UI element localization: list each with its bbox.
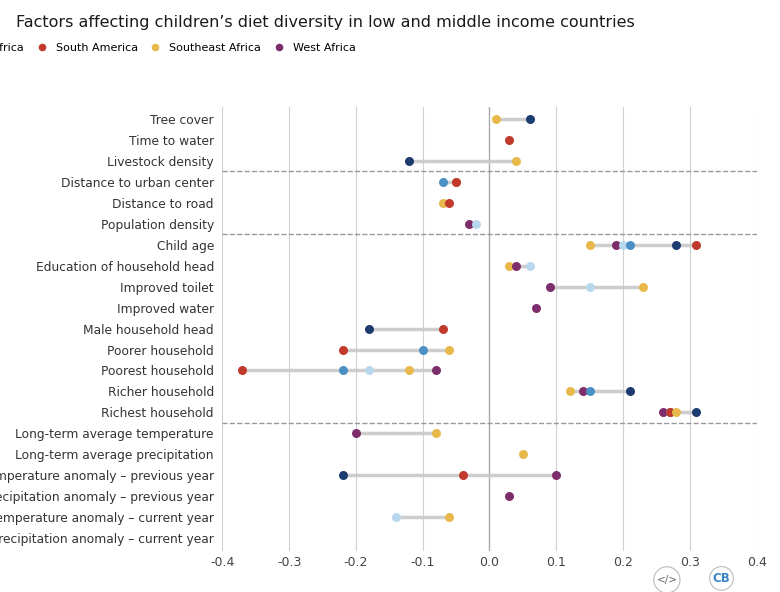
Point: [510, 156, 523, 166]
Point: [336, 345, 349, 354]
Point: [523, 114, 536, 124]
Point: [437, 177, 449, 186]
Point: [403, 156, 416, 166]
Point: [610, 240, 622, 249]
Point: [336, 366, 349, 375]
Point: [470, 219, 482, 229]
Point: [510, 261, 523, 271]
Point: [430, 429, 442, 438]
Point: [623, 240, 636, 249]
Point: [563, 387, 576, 396]
Point: [623, 387, 636, 396]
Point: [670, 240, 682, 249]
Point: [636, 282, 649, 291]
Point: [576, 387, 589, 396]
Point: [363, 324, 375, 333]
Point: [450, 177, 463, 186]
Legend: Asia, Central America, North Africa, South America, Southeast Africa, West Afric: Asia, Central America, North Africa, Sou…: [0, 43, 356, 53]
Point: [443, 345, 456, 354]
Point: [490, 114, 502, 124]
Point: [544, 282, 556, 291]
Point: [550, 471, 562, 480]
Point: [349, 429, 362, 438]
Point: [583, 240, 596, 249]
Point: [503, 136, 516, 145]
Point: [403, 366, 416, 375]
Point: [657, 408, 669, 417]
Point: [390, 512, 402, 522]
Point: [583, 387, 596, 396]
Point: [450, 177, 463, 186]
Text: Factors affecting children’s diet diversity in low and middle income countries: Factors affecting children’s diet divers…: [16, 15, 634, 30]
Point: [336, 471, 349, 480]
Point: [690, 408, 703, 417]
Point: [690, 240, 703, 249]
Point: [236, 366, 249, 375]
Point: [456, 471, 469, 480]
Point: [530, 303, 542, 313]
Point: [523, 261, 536, 271]
Point: [664, 408, 676, 417]
Point: [617, 240, 629, 249]
Point: [437, 324, 449, 333]
Point: [443, 512, 456, 522]
Text: </>: </>: [657, 575, 677, 585]
Point: [516, 449, 529, 459]
Text: CB: CB: [713, 572, 730, 585]
Point: [503, 261, 516, 271]
Point: [430, 366, 442, 375]
Point: [670, 408, 682, 417]
Point: [363, 366, 375, 375]
Point: [417, 345, 429, 354]
Point: [664, 408, 676, 417]
Point: [443, 198, 456, 208]
Point: [583, 282, 596, 291]
Point: [437, 198, 449, 208]
Point: [503, 491, 516, 501]
Point: [463, 219, 476, 229]
Point: [664, 408, 676, 417]
